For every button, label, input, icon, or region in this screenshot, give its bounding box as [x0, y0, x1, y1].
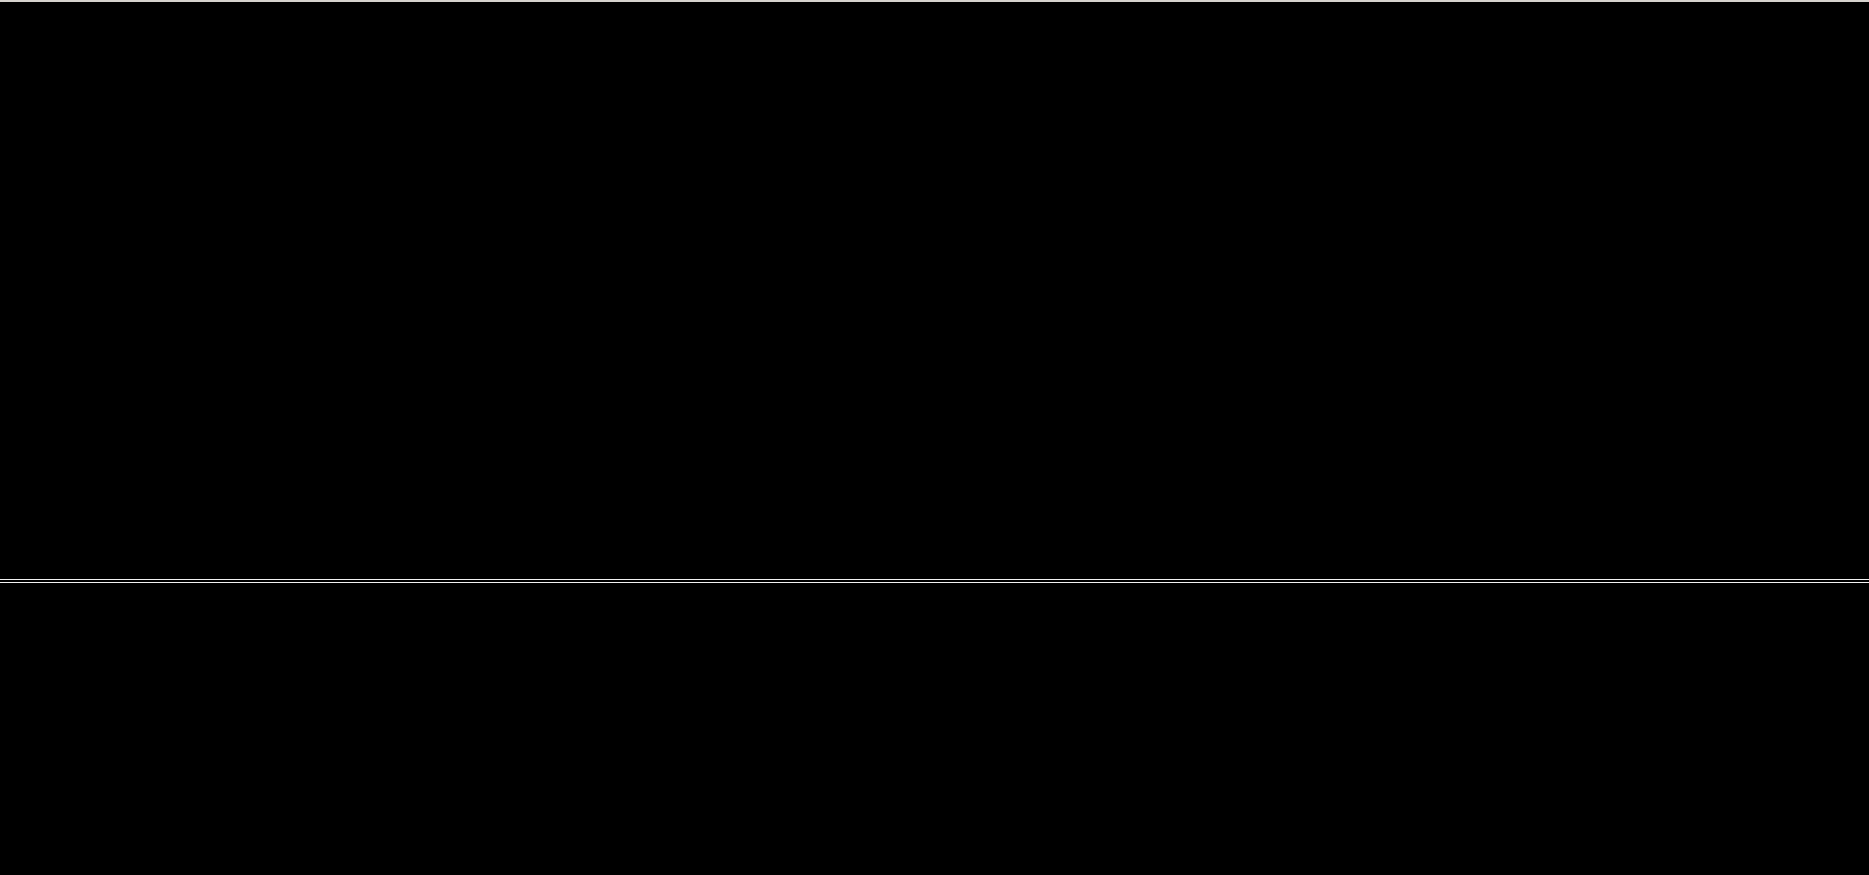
candlestick-chart[interactable] — [0, 2, 1869, 579]
indicator-panel[interactable] — [0, 583, 1869, 863]
panel-separator[interactable] — [0, 579, 1869, 583]
time-axis[interactable] — [0, 863, 1869, 875]
time-axis-ticks — [0, 863, 1869, 875]
stddev-line-chart[interactable] — [0, 583, 1869, 863]
